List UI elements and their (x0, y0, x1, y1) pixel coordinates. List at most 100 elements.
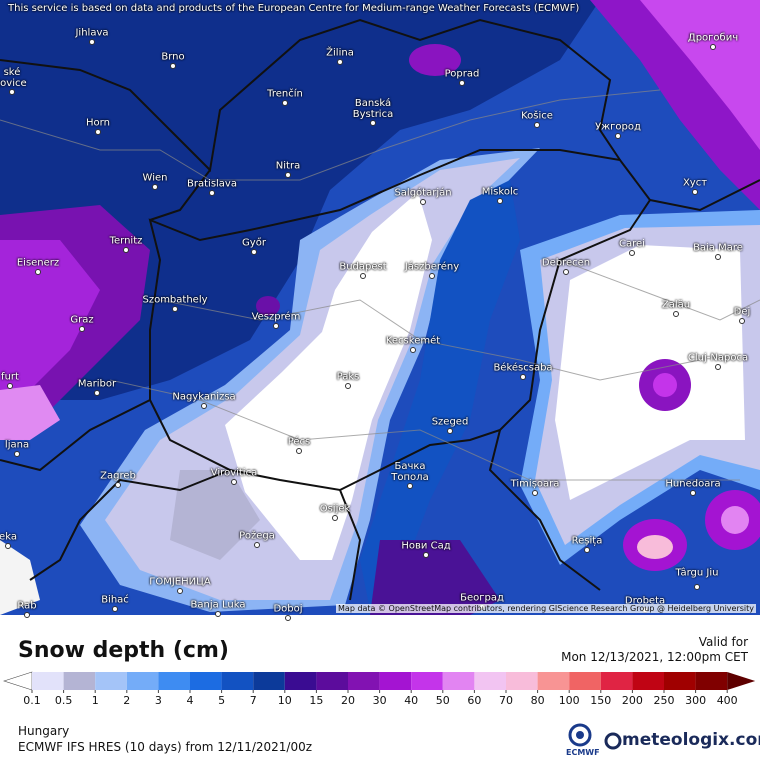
place-label: Debrecen (541, 257, 591, 269)
place-label: Budapest (339, 261, 387, 273)
legend-swatch (569, 672, 601, 690)
place-dot (115, 482, 121, 488)
place-dot (24, 612, 30, 618)
place-label: Eisenerz (16, 257, 60, 269)
place-dot (337, 59, 343, 65)
place-label: Szombathely (142, 294, 208, 306)
place-label: Jászberény (404, 261, 460, 273)
place-label: Szeged (431, 416, 469, 428)
place-dot (231, 479, 237, 485)
place-label: Pécs (287, 436, 311, 448)
place-label: Osijek (319, 503, 351, 515)
legend-tick-label: 30 (373, 694, 387, 707)
place-dot (94, 390, 100, 396)
chart-title: Snow depth (cm) (18, 638, 229, 663)
place-dot (170, 63, 176, 69)
legend-swatch (253, 672, 285, 690)
place-label: furt (1, 371, 19, 383)
place-label: Reșița (571, 535, 603, 547)
place-dot (112, 606, 118, 612)
legend-swatch (474, 672, 506, 690)
place-label: Dej (733, 306, 751, 318)
place-dot (407, 483, 413, 489)
place-dot (251, 249, 257, 255)
legend-swatch (95, 672, 127, 690)
place-label: ské jovice (0, 67, 27, 89)
legend-tick-label: 80 (531, 694, 545, 707)
legend-swatch (190, 672, 222, 690)
place-label: Нови Сад (401, 540, 451, 552)
legend-swatch (284, 672, 317, 690)
place-dot (282, 100, 288, 106)
legend-tick-label: 20 (341, 694, 355, 707)
place-label: Zagreb (100, 470, 136, 482)
place-dot (172, 306, 178, 312)
legend-tick-label: 300 (685, 694, 706, 707)
place-dot (584, 547, 590, 553)
legend-swatch (158, 672, 190, 690)
map-attribution: Map data © OpenStreetMap contributors, r… (336, 604, 756, 613)
place-label: Košice (521, 110, 553, 122)
place-label: Békéscsaba (493, 362, 553, 374)
legend-swatch (506, 672, 538, 690)
legend-swatch (348, 672, 380, 690)
place-dot (89, 39, 95, 45)
place-label: Дрогобич (687, 32, 739, 44)
place-dot (35, 269, 41, 275)
place-dot (520, 374, 526, 380)
place-label: Győr (242, 237, 266, 249)
ecmwf-logo: ECMWF (566, 748, 600, 757)
place-label: Banská Bystrica (352, 98, 394, 120)
place-label: Trenčín (267, 88, 303, 100)
place-label: Хуст (682, 177, 708, 189)
place-label: Brno (161, 51, 185, 63)
place-label: Graz (70, 314, 94, 326)
legend-tick-label: 50 (436, 694, 450, 707)
legend-tick-label: 15 (309, 694, 323, 707)
legend-tick-label: 70 (499, 694, 513, 707)
place-dot (345, 383, 351, 389)
legend-swatch (316, 672, 348, 690)
place-dot (447, 428, 453, 434)
place-label: Maribor (77, 378, 117, 390)
service-notice: This service is based on data and produc… (8, 3, 580, 14)
place-dot (5, 543, 11, 549)
place-dot (285, 615, 291, 621)
legend-over (727, 672, 756, 690)
place-label: Jihlava (75, 27, 109, 39)
legend-tick-label: 10 (278, 694, 292, 707)
place-dot (459, 80, 465, 86)
place-label: ГОМЈЕНИЦА (149, 576, 211, 588)
legend-tick-label: 4 (187, 694, 194, 707)
region-label: Hungary (18, 724, 70, 738)
legend-swatch (126, 672, 159, 690)
place-dot (123, 247, 129, 253)
legend-tick-label: 7 (250, 694, 257, 707)
place-label: Drobeta (624, 595, 666, 607)
place-label: Nagykanizsa (172, 391, 236, 403)
ecmwf-icon (568, 723, 592, 747)
place-label: Požega (239, 530, 275, 542)
legend-under (3, 671, 33, 691)
brand-icon (604, 732, 622, 750)
place-dot (201, 403, 207, 409)
legend-swatch (32, 672, 64, 690)
place-dot (95, 129, 101, 135)
legend-swatch (63, 672, 96, 690)
legend-tick-label: 60 (467, 694, 481, 707)
place-dot (563, 269, 569, 275)
place-dot (429, 273, 435, 279)
model-label: ECMWF IFS HRES (10 days) from 12/11/2021… (18, 740, 313, 754)
place-dot (209, 190, 215, 196)
place-label: Žilina (326, 47, 354, 59)
place-label: Nitra (275, 160, 301, 172)
place-dot (254, 542, 260, 548)
place-dot (370, 120, 376, 126)
legend-tick-label: 0.1 (23, 694, 41, 707)
place-label: Miskolc (481, 186, 519, 198)
legend-swatch (695, 672, 728, 690)
place-dot (694, 584, 700, 590)
place-label: Ternitz (109, 235, 143, 247)
legend-tick-label: 2 (123, 694, 130, 707)
